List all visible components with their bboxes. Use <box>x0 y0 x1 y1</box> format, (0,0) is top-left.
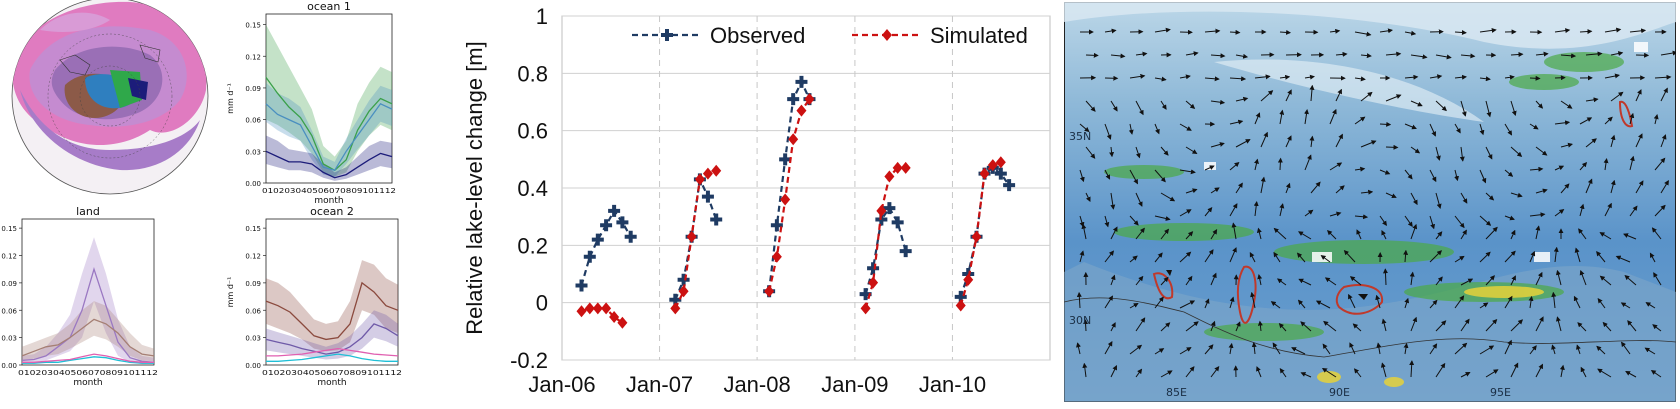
x-tick-labels: 010203040506070809101112 <box>262 186 396 195</box>
x-tick-label: Jan-10 <box>919 372 986 397</box>
y-tick-label: 0.15 <box>245 22 261 30</box>
y-tick-label: 0.09 <box>1 280 17 288</box>
y-tick-label: 0.6 <box>517 119 548 144</box>
wind-arrow <box>1386 147 1398 148</box>
y-tick-label: 0.03 <box>1 335 17 343</box>
ocean2-chart: ocean 2 0.00 0.03 0.06 0.09 0.12 0.15 mm d⁻¹ 010… <box>226 205 426 405</box>
x-axis-label: month <box>314 196 343 205</box>
wind-arrow <box>1380 124 1390 125</box>
y-tick-label: 0.15 <box>1 225 17 233</box>
ocean1-chart-panel: ocean 1 0.00 0.03 0.06 0.09 0.12 0.15 mm d⁻¹ 010… <box>226 0 426 205</box>
y-tick-label: 0.06 <box>1 307 17 315</box>
x-tick-labels: 010203040506070809101112 <box>18 368 158 377</box>
wind-arrow <box>1230 32 1240 33</box>
wind-map-panel: 35N 30N 85E 90E 95E <box>1064 2 1676 402</box>
y-tick-label: 0.09 <box>245 280 261 288</box>
y-axis-label: mm d⁻¹ <box>226 83 235 114</box>
y-tick-label: 0.09 <box>245 85 261 93</box>
y-tick-label: -0.2 <box>510 348 548 373</box>
ocean2-chart-panel: ocean 2 0.00 0.03 0.06 0.09 0.12 0.15 mm d⁻¹ 010… <box>226 205 426 405</box>
map-label-95e: 95E <box>1490 386 1511 399</box>
y-tick-label: 0.8 <box>517 61 548 86</box>
wind-arrow <box>1280 159 1281 170</box>
y-axis-label: Relative lake-level change [m] <box>462 41 487 334</box>
wind-arrow <box>1086 55 1098 56</box>
legend-label: Simulated <box>930 23 1028 48</box>
x-tick-label: Jan-06 <box>528 372 595 397</box>
y-tick-label: 0.03 <box>245 148 261 156</box>
y-tick-label: 0.4 <box>517 176 548 201</box>
x-tick-label: Jan-08 <box>723 372 790 397</box>
x-tick-label: Jan-09 <box>821 372 888 397</box>
map-label-90e: 90E <box>1329 386 1350 399</box>
y-tick-label: 0.03 <box>245 335 261 343</box>
map-label-85e: 85E <box>1166 386 1187 399</box>
y-tick-label: 0.00 <box>1 362 17 370</box>
y-tick-label: 0.12 <box>1 253 17 261</box>
y-tick-label: 0.12 <box>245 53 261 61</box>
y-tick-label: 1 <box>536 4 548 29</box>
map-label-30n: 30N <box>1069 314 1091 327</box>
y-tick-label: 0.12 <box>245 253 261 261</box>
y-tick-label: 0 <box>536 291 548 316</box>
lake-level-chart-panel: -0.2 0 0.2 0.4 0.6 0.8 1 Jan-06 Jan-07 Jan-08 Jan-… <box>460 0 1060 405</box>
x-tick-labels: 010203040506070809101112 <box>262 368 402 377</box>
wind-arrow <box>1580 31 1591 32</box>
wind-arrow <box>1280 32 1290 33</box>
ocean1-chart: ocean 1 0.00 0.03 0.06 0.09 0.12 0.15 mm d⁻¹ 010… <box>226 0 426 205</box>
wind-arrow <box>1530 78 1540 79</box>
y-tick-label: 0.06 <box>245 307 261 315</box>
x-tick-label: Jan-07 <box>626 372 693 397</box>
y-tick-label: 0.00 <box>245 180 261 188</box>
y-tick-label: 0.06 <box>245 117 261 125</box>
polar-map-panel <box>0 0 220 200</box>
chart-title: land <box>76 205 100 218</box>
wind-arrow <box>1385 269 1386 285</box>
lake-level-chart: -0.2 0 0.2 0.4 0.6 0.8 1 Jan-06 Jan-07 Jan-08 Jan-… <box>460 0 1060 405</box>
legend-label: Observed <box>710 23 805 48</box>
wind-vector-map: 35N 30N 85E 90E 95E <box>1064 2 1676 402</box>
polar-map-image <box>0 0 220 200</box>
chart-title: ocean 2 <box>310 205 354 218</box>
y-axis-label: mm d⁻¹ <box>226 277 235 308</box>
x-axis-label: month <box>73 378 102 388</box>
map-label-35n: 35N <box>1069 130 1091 143</box>
y-tick-label: 0.00 <box>245 362 261 370</box>
x-axis-label: month <box>317 378 346 388</box>
y-tick-label: 0.2 <box>517 233 548 258</box>
y-tick-label: 0.15 <box>245 225 261 233</box>
chart-title: ocean 1 <box>307 0 351 13</box>
